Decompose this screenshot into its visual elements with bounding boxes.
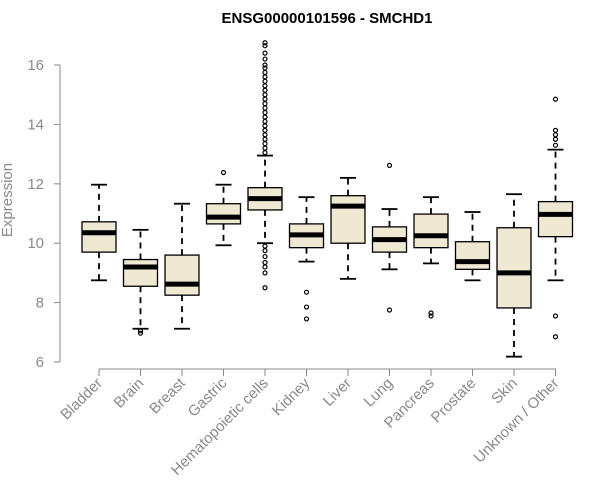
outlier-point (552, 132, 559, 138)
outlier-point (262, 65, 268, 71)
outlier-point (262, 78, 268, 84)
outlier-point (262, 150, 268, 156)
box-iqr (122, 258, 159, 287)
outlier-point (262, 264, 268, 270)
x-tick-label: Skin (488, 375, 521, 408)
outlier-point (262, 270, 268, 276)
x-tick-label: Brain (111, 375, 148, 412)
outlier-point (552, 96, 559, 102)
outlier-point (262, 145, 268, 151)
outlier-point (262, 123, 268, 129)
y-tick-label: 16 (27, 57, 44, 74)
outlier-point (262, 253, 268, 260)
outlier-point (262, 50, 268, 56)
outlier-point (137, 328, 144, 334)
box-iqr (330, 195, 366, 244)
outlier-point (137, 330, 144, 336)
box-iqr (537, 200, 574, 238)
y-tick-label: 8 (36, 295, 44, 312)
box-group (164, 202, 200, 330)
outlier-point (262, 105, 268, 111)
outlier-point (428, 313, 434, 319)
outlier-point (262, 56, 268, 62)
outlier-point (552, 136, 559, 142)
x-tick-label: Liver (320, 375, 355, 410)
x-tick-label: Lung (361, 375, 397, 411)
outlier-point (303, 304, 310, 310)
box-group (413, 196, 449, 319)
outlier-point (262, 132, 268, 138)
outlier-point (262, 136, 268, 142)
outlier-point (262, 83, 268, 89)
outlier-point (262, 285, 268, 291)
box-group (371, 162, 408, 313)
outlier-point (262, 259, 268, 266)
box-iqr (81, 221, 117, 253)
outlier-point (262, 43, 268, 49)
outlier-point (220, 169, 227, 176)
outlier-point (552, 142, 559, 148)
box-group (247, 40, 283, 291)
box-group (81, 183, 117, 282)
outlier-point (386, 307, 393, 313)
outlier-point (262, 40, 268, 46)
box-group (122, 228, 159, 336)
box-iqr (454, 241, 491, 270)
outlier-point (262, 118, 268, 125)
outlier-point (262, 62, 268, 68)
box-group (496, 193, 532, 358)
outlier-point (552, 313, 559, 319)
box-iqr (205, 203, 242, 225)
outlier-point (552, 127, 559, 133)
box-group (205, 169, 242, 247)
box-iqr (164, 254, 200, 296)
y-axis-label: Expression (0, 163, 16, 237)
y-tick-label: 10 (27, 235, 44, 252)
box-group (537, 96, 574, 340)
outlier-point (262, 141, 268, 147)
box-series (81, 40, 574, 358)
outlier-point (428, 310, 434, 316)
outlier-point (262, 109, 268, 116)
x-tick-label: Breast (146, 374, 189, 417)
y-tick-label: 6 (36, 354, 44, 371)
box-iqr (413, 213, 449, 249)
outlier-point (552, 334, 559, 340)
outlier-point (262, 87, 268, 93)
chart-title: ENSG00000101596 - SMCHD1 (222, 10, 433, 27)
outlier-point (262, 248, 268, 254)
box-group (288, 196, 325, 322)
outlier-point (262, 101, 268, 107)
outlier-point (262, 127, 268, 133)
x-tick-label: Kidney (269, 374, 314, 419)
outlier-point (262, 96, 268, 102)
box-group (454, 211, 491, 282)
y-tick-label: 12 (27, 176, 44, 193)
outlier-point (303, 289, 310, 295)
box-group (330, 176, 366, 280)
outlier-point (262, 74, 268, 80)
outlier-point (386, 162, 393, 168)
outlier-point (262, 69, 268, 76)
outlier-point (262, 243, 268, 249)
outlier-point (262, 92, 268, 98)
outlier-point (303, 316, 310, 322)
outlier-point (262, 114, 268, 120)
x-tick-label: Prostate (428, 375, 480, 427)
box-iqr (496, 227, 532, 309)
x-tick-label: Bladder (57, 375, 106, 424)
y-tick-label: 14 (27, 116, 44, 133)
y-axis-ticks: 6 8 10 12 14 16 (27, 57, 60, 371)
